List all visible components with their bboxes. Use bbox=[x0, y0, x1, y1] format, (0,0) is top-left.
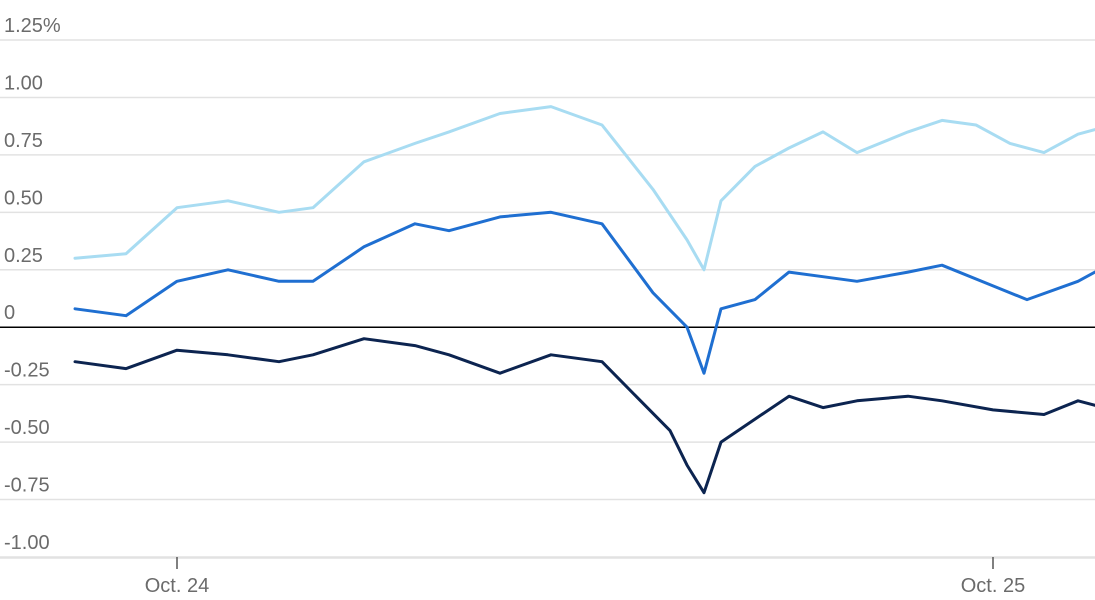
series-line-medium bbox=[73, 210, 1095, 375]
series-line-dark bbox=[73, 337, 1095, 495]
y-tick-label: -1.00 bbox=[4, 532, 50, 554]
y-tick-label: 1.00 bbox=[4, 72, 43, 94]
y-tick-label: -0.25 bbox=[4, 360, 50, 382]
y-tick-label: 0.75 bbox=[4, 130, 43, 152]
y-tick-label: 0.50 bbox=[4, 187, 43, 209]
x-tick-label: Oct. 24 bbox=[145, 575, 209, 597]
y-tick-label: -0.75 bbox=[4, 475, 50, 497]
y-axis-tick-labels: 1.25% 1.00 0.75 0.50 0.25 0 -0.25 -0.50 -0.75 -1.… bbox=[4, 15, 61, 554]
y-tick-label: 1.25% bbox=[4, 15, 61, 37]
x-tick-label: Oct. 25 bbox=[961, 575, 1025, 597]
y-tick-label: -0.50 bbox=[4, 417, 50, 439]
y-tick-label: 0.25 bbox=[4, 245, 43, 267]
gridlines bbox=[0, 39, 1095, 559]
series-line-light bbox=[73, 105, 1095, 272]
y-tick-label: 0 bbox=[4, 302, 15, 324]
x-axis-ticks: Oct. 24 Oct. 25 bbox=[145, 557, 1025, 597]
series-lines bbox=[73, 105, 1095, 495]
